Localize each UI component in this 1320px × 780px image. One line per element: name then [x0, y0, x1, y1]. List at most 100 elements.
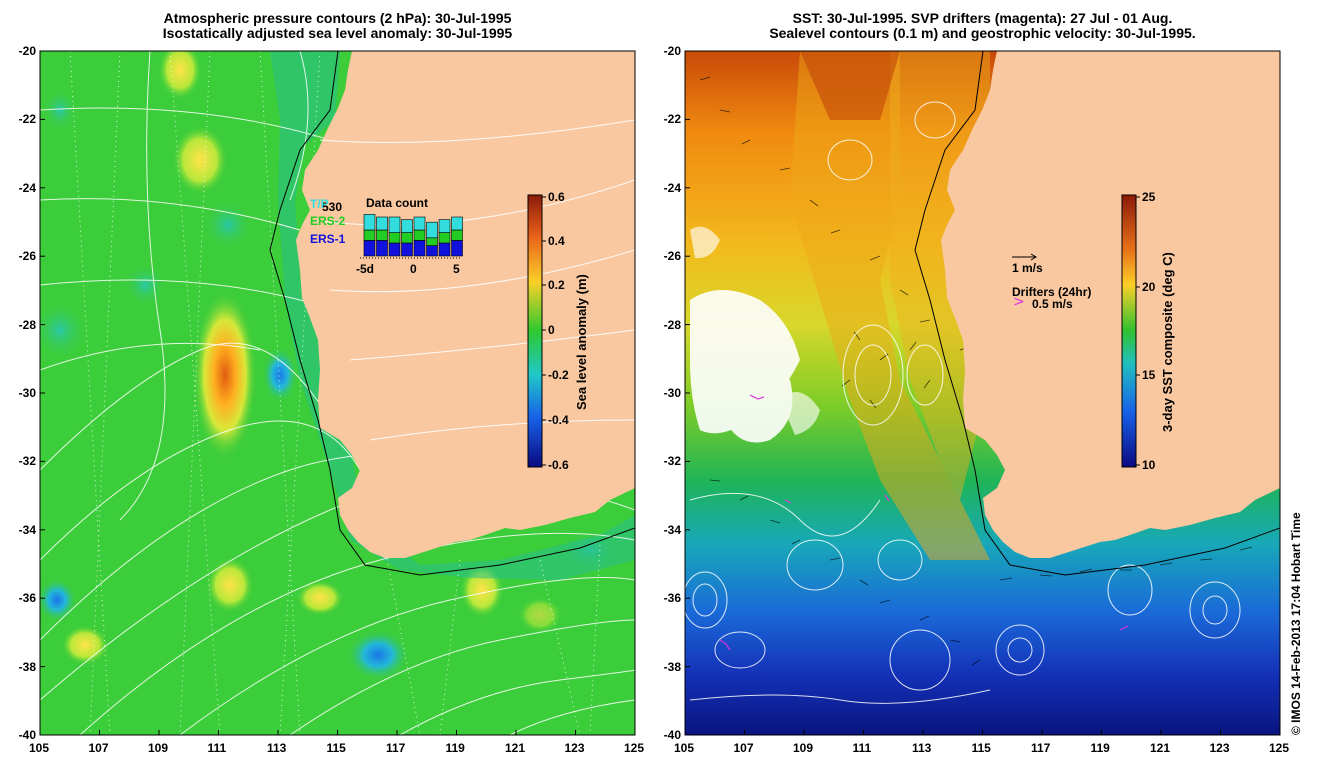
inset-xtick: 5 [453, 262, 460, 276]
left-x-tick-label: 125 [624, 741, 645, 755]
right-x-tick-label: 111 [852, 741, 872, 755]
left-x-tick-label: 115 [326, 741, 346, 755]
right-title: SST: 30-Jul-1995. SVP drifters (magenta)… [685, 11, 1280, 41]
drifter-arrow-icon: > [1013, 294, 1025, 310]
right-y-tick-label: -38 [663, 659, 681, 674]
left-title-line1: Atmospheric pressure contours (2 hPa): 3… [163, 10, 512, 26]
legend-ers1: ERS-1 [310, 232, 346, 246]
left-x-tick-label: 121 [505, 741, 526, 755]
right-x-tick-label: 117 [1031, 741, 1051, 755]
legend-tp: T/P [310, 197, 329, 211]
right-x-tick-label: 113 [912, 741, 932, 755]
inset-bar-ers1 [426, 245, 438, 257]
right-y-tick-label: -28 [663, 317, 681, 332]
left-x-tick-label: 107 [88, 741, 109, 755]
inset-bar-ers1 [413, 240, 426, 257]
inset-xtick: -5d [356, 262, 374, 276]
legend-ers2: ERS-2 [310, 214, 346, 228]
drifters-label: Drifters (24hr) [1012, 285, 1092, 299]
inset-title: Data count [366, 196, 429, 210]
left-colorbar [527, 194, 543, 468]
right-y-tick-label: -20 [663, 44, 681, 58]
left-x-tick-label: 113 [267, 741, 287, 755]
inset-bar-tp [401, 219, 413, 233]
inset-bar-tp [438, 219, 451, 233]
left-y-tick-label: -22 [18, 112, 36, 127]
cb-tick: 10 [1142, 458, 1156, 472]
right-x-tick-label: 121 [1150, 741, 1171, 755]
cb-tick: -0.4 [548, 413, 569, 427]
inset-bar-ers1 [376, 240, 388, 257]
right-x-tick-label: 109 [793, 741, 814, 755]
inset-bar-ers2 [401, 232, 413, 244]
right-x-tick-label: 125 [1269, 741, 1290, 755]
velocity-scale-label: 1 m/s [1012, 261, 1043, 275]
inset-bar-tp [426, 221, 438, 239]
right-y-tick-label: -26 [663, 249, 681, 264]
left-y-tick-label: -32 [18, 454, 36, 469]
inset-xtick: 0 [410, 262, 417, 276]
right-map [685, 51, 1280, 735]
credit-stamp: © IMOS 14-Feb-2013 17:04 Hobart Time [1289, 512, 1303, 735]
inset-bar-ers1 [401, 242, 413, 257]
inset-bar-ers2 [376, 229, 388, 241]
cb-tick: 0.6 [548, 190, 565, 204]
left-x-tick-label: 111 [207, 741, 227, 755]
velocity-vectors [699, 76, 1253, 666]
left-x-tick-label: 109 [148, 741, 169, 755]
left-y-tick-label: -24 [18, 180, 36, 195]
left-y-tick-label: -40 [18, 728, 36, 742]
right-y-tick-label: -36 [663, 591, 681, 606]
inset-count: 530 [322, 200, 343, 214]
left-x-tick-label: 123 [564, 741, 585, 755]
left-y-tick-label: -30 [18, 386, 36, 400]
right-colorbar-label: 3-day SST composite (deg C) [1160, 252, 1175, 432]
right-y-tick-label: -32 [663, 454, 681, 469]
right-x-tick-label: 123 [1209, 741, 1230, 755]
inset-bar-tp [363, 214, 376, 231]
inset-bar-ers2 [438, 232, 451, 244]
inset-bar-tp [413, 216, 426, 231]
right-x-tick-label: 119 [1090, 741, 1110, 755]
inset-bar-ers1 [438, 242, 451, 257]
right-x-tick-label: 105 [674, 741, 695, 755]
drifter-tracks [719, 394, 1129, 651]
right-x-tick-label: 107 [733, 741, 754, 755]
cb-tick: -0.6 [548, 458, 569, 472]
inset-bar-tp [451, 216, 463, 231]
left-y-tick-label: -20 [18, 44, 36, 58]
left-x-tick-label: 105 [29, 741, 50, 755]
inset-bar-tp [388, 216, 401, 233]
cb-tick: 0 [548, 323, 555, 337]
left-title: Atmospheric pressure contours (2 hPa): 3… [40, 11, 635, 41]
inset-bar-ers1 [451, 240, 463, 257]
left-title-line2: Isostatically adjusted sea level anomaly… [162, 25, 513, 41]
cb-tick: 25 [1142, 190, 1156, 204]
left-y-tick-label: -36 [18, 591, 36, 606]
australia-land-right [941, 51, 1280, 558]
inset-bar-ers1 [363, 240, 376, 257]
cb-tick: 0.4 [548, 234, 565, 248]
inset-bar-ers2 [388, 232, 401, 244]
right-title-line2: Sealevel contours (0.1 m) and geostrophi… [769, 25, 1196, 41]
right-y-tick-label: -30 [663, 386, 681, 400]
right-title-line1: SST: 30-Jul-1995. SVP drifters (magenta)… [792, 10, 1173, 26]
right-y-tick-label: -40 [663, 728, 681, 742]
right-x-tick-label: 115 [971, 741, 991, 755]
right-y-tick-label: -22 [663, 112, 681, 127]
left-map [40, 51, 635, 735]
left-y-tick-label: -28 [18, 317, 36, 332]
left-y-tick-label: -26 [18, 249, 36, 264]
left-x-tick-label: 119 [445, 741, 465, 755]
inset-bar-ers2 [363, 229, 376, 241]
cb-tick: 20 [1142, 280, 1156, 294]
inset-bar-ers1 [388, 242, 401, 257]
data-count-inset [363, 214, 463, 257]
inset-bar-tp [376, 216, 388, 231]
left-x-tick-label: 117 [386, 741, 406, 755]
cb-tick: -0.2 [548, 368, 569, 382]
velocity-scale-arrow [1012, 253, 1037, 261]
drifters-scale-label: 0.5 m/s [1032, 297, 1073, 311]
inset-bar-ers2 [426, 237, 438, 246]
